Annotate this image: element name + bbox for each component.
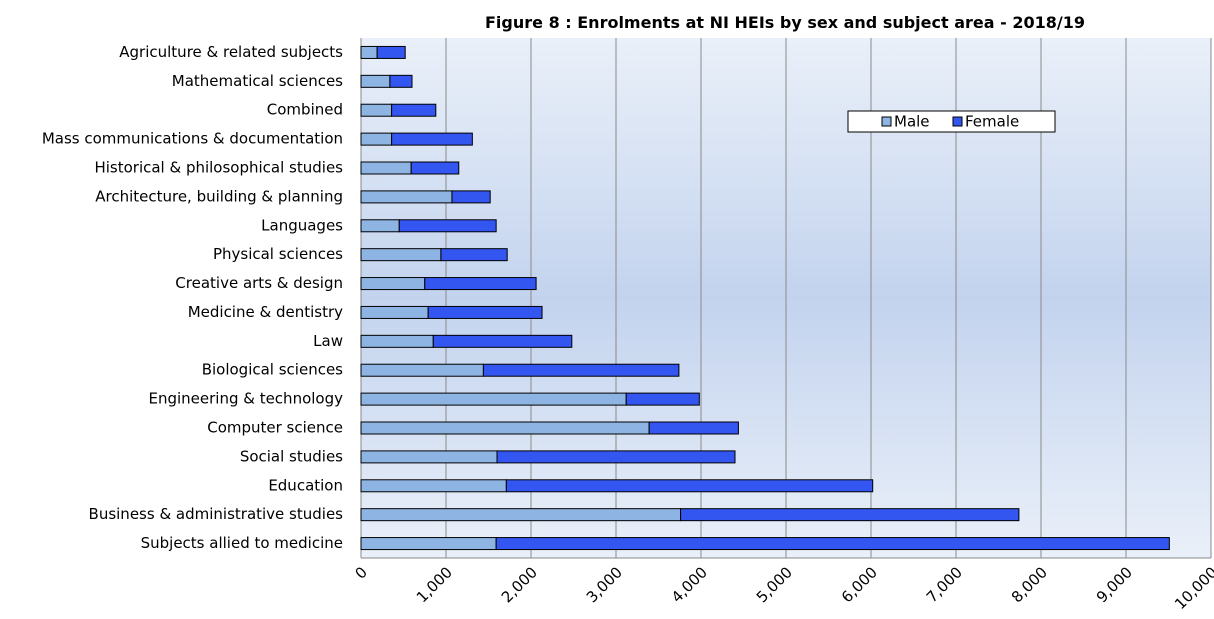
bar-segment <box>360 421 650 435</box>
bar-segment <box>360 74 391 88</box>
bar-segment <box>360 334 434 348</box>
y-tick-label: Mathematical sciences <box>172 72 343 90</box>
bar-segment <box>360 277 426 291</box>
y-tick-label: Business & administrative studies <box>89 505 344 523</box>
x-tick-label: 8,000 <box>1008 563 1051 606</box>
y-tick-label: Medicine & dentistry <box>188 303 343 321</box>
bar-segment <box>398 219 497 233</box>
bar-segment <box>360 392 627 406</box>
bar-segment <box>360 450 498 464</box>
legend-label: Female <box>965 113 1019 131</box>
x-tick-label: 1,000 <box>413 563 456 606</box>
x-tick-label: 3,000 <box>583 563 626 606</box>
bar-segment <box>625 392 700 406</box>
y-tick-label: Social studies <box>240 447 343 465</box>
bar-segment <box>360 190 453 204</box>
y-tick-label: Engineering & technology <box>148 390 343 408</box>
chart-title: Figure 8 : Enrolments at NI HEIs by sex … <box>485 13 1085 32</box>
x-tick-label: 7,000 <box>923 563 966 606</box>
y-tick-label: Agriculture & related subjects <box>119 43 343 61</box>
bar-segment <box>496 450 736 464</box>
bar-segment <box>410 161 460 175</box>
bar-segment <box>360 248 442 262</box>
legend-box <box>847 110 1056 133</box>
bar-segment <box>495 537 1170 551</box>
bar-segment <box>424 277 537 291</box>
legend-swatch <box>952 116 963 127</box>
bar-segment <box>389 74 413 88</box>
x-tick-label: 10,000 <box>1171 563 1214 613</box>
y-tick-label: Subjects allied to medicine <box>141 534 343 552</box>
bar-segment <box>360 537 497 551</box>
bar-segment <box>360 479 507 493</box>
bar-segment <box>391 103 437 117</box>
bar-segment <box>432 334 573 348</box>
bar-segment <box>360 132 393 146</box>
bar-segment <box>360 161 412 175</box>
y-tick-label: Computer science <box>207 419 343 437</box>
bar-segment <box>505 479 874 493</box>
bar-segment <box>360 305 429 319</box>
legend-swatch <box>881 116 892 127</box>
y-tick-label: Mass communications & documentation <box>42 130 343 148</box>
y-tick-label: Law <box>313 332 343 350</box>
y-tick-label: Physical sciences <box>213 245 343 263</box>
bar-segment <box>360 45 378 59</box>
bar-segment <box>360 103 393 117</box>
x-tick-label: 2,000 <box>498 563 541 606</box>
bar-segment <box>360 219 400 233</box>
x-tick-label: 5,000 <box>753 563 796 606</box>
bar-segment <box>391 132 473 146</box>
y-tick-label: Biological sciences <box>202 361 343 379</box>
bar-segment <box>427 305 543 319</box>
x-tick-label: 9,000 <box>1093 563 1136 606</box>
bar-segment <box>482 363 680 377</box>
x-tick-label: 4,000 <box>668 563 711 606</box>
y-tick-label: Combined <box>267 101 343 119</box>
y-tick-label: Architecture, building & planning <box>95 187 343 205</box>
bar-segment <box>451 190 491 204</box>
bar-segment <box>360 508 682 522</box>
bar-segment <box>360 363 484 377</box>
bar-segment <box>680 508 1020 522</box>
y-tick-label: Creative arts & design <box>175 274 343 292</box>
y-tick-label: Languages <box>261 216 343 234</box>
bar-segment <box>648 421 739 435</box>
x-tick-label: 0 <box>352 563 371 582</box>
bar-segment <box>376 45 406 59</box>
bar-segment <box>440 248 508 262</box>
x-tick-label: 6,000 <box>838 563 881 606</box>
legend-label: Male <box>894 113 930 131</box>
y-tick-label: Education <box>268 476 343 494</box>
y-tick-label: Historical & philosophical studies <box>94 159 343 177</box>
